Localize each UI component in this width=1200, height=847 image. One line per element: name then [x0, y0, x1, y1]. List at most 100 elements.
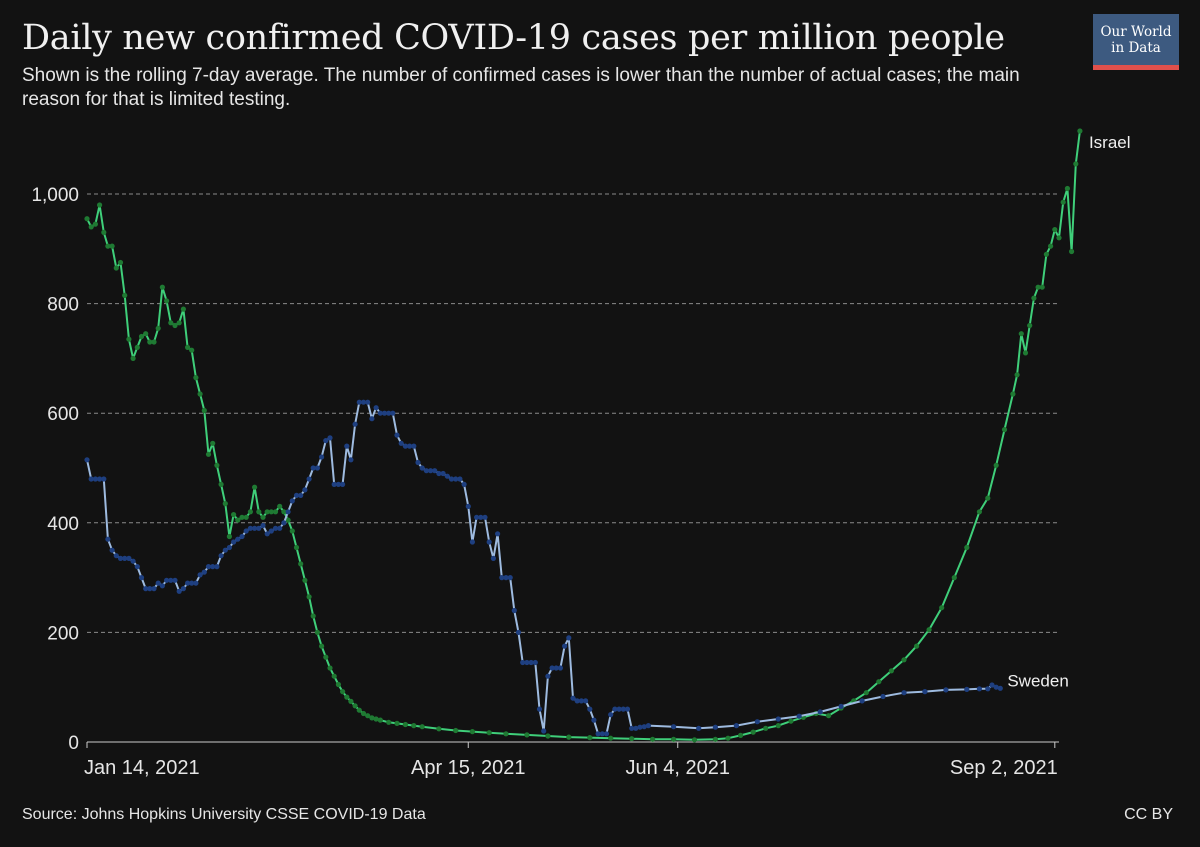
data-point-sweden: [281, 520, 287, 526]
data-point-sweden: [976, 686, 983, 692]
data-point-israel: [101, 229, 107, 235]
data-point-israel: [671, 736, 677, 742]
data-point-israel: [1048, 243, 1054, 249]
data-point-sweden: [352, 421, 358, 427]
data-point-sweden: [247, 525, 253, 531]
owid-logo[interactable]: Our World in Data: [1093, 14, 1179, 70]
data-point-sweden: [97, 476, 103, 482]
data-point-israel: [319, 643, 325, 649]
data-point-sweden: [482, 514, 488, 520]
logo-line-1: Our World: [1100, 24, 1172, 40]
data-point-israel: [775, 723, 781, 729]
data-point-sweden: [214, 564, 220, 570]
data-point-sweden: [356, 399, 362, 405]
data-point-sweden: [922, 689, 928, 695]
data-point-sweden: [566, 635, 572, 641]
source-note: Source: Johns Hopkins University CSSE CO…: [22, 806, 426, 823]
data-point-sweden: [92, 476, 98, 482]
data-point-sweden: [557, 665, 564, 671]
license-link[interactable]: CC BY: [1124, 806, 1173, 823]
data-point-israel: [222, 501, 228, 507]
data-point-israel: [524, 732, 530, 738]
x-tick-label: Sep 2, 2021: [950, 757, 1058, 779]
data-point-israel: [1010, 391, 1016, 397]
y-axis-ticks: 0 200 400 600 800 1,000: [31, 185, 79, 754]
data-point-sweden: [507, 575, 513, 581]
y-tick-label: 600: [47, 404, 79, 425]
data-point-israel: [168, 320, 174, 326]
data-point-sweden: [285, 509, 291, 515]
data-point-israel: [650, 736, 656, 742]
data-point-sweden: [117, 555, 124, 562]
data-point-sweden: [402, 443, 408, 449]
data-point-israel: [939, 605, 945, 611]
data-point-israel: [155, 325, 161, 331]
data-point-sweden: [340, 481, 346, 487]
data-point-sweden: [138, 575, 145, 581]
data-point-israel: [226, 533, 232, 540]
data-point-sweden: [754, 719, 760, 725]
data-point-israel: [147, 339, 153, 345]
data-point-israel: [84, 216, 90, 222]
data-point-sweden: [495, 531, 501, 537]
data-point-sweden: [562, 643, 568, 649]
data-point-sweden: [390, 410, 396, 416]
data-point-israel: [1031, 295, 1037, 301]
data-point-israel: [964, 544, 970, 551]
data-point-sweden: [453, 476, 459, 482]
data-point-israel: [197, 391, 203, 397]
data-point-israel: [260, 514, 266, 520]
data-point-israel: [323, 654, 329, 660]
data-point-sweden: [599, 731, 605, 737]
data-point-sweden: [943, 687, 949, 693]
data-point-sweden: [775, 716, 781, 722]
data-point-sweden: [360, 399, 367, 405]
x-tick-label: Jun 4, 2021: [625, 757, 730, 779]
series-sweden[interactable]: [84, 399, 1003, 737]
data-point-sweden: [486, 539, 492, 545]
data-point-israel: [1073, 161, 1079, 167]
data-point-israel: [143, 331, 149, 337]
data-point-israel: [1060, 199, 1066, 205]
data-point-sweden: [503, 575, 509, 581]
data-point-israel: [256, 509, 262, 515]
data-point-israel: [109, 243, 115, 249]
data-point-israel: [138, 333, 145, 340]
data-point-sweden: [436, 470, 442, 477]
y-tick-label: 400: [47, 514, 79, 535]
data-point-sweden: [608, 712, 614, 718]
data-point-israel: [486, 730, 492, 736]
data-point-sweden: [587, 706, 593, 712]
data-point-israel: [914, 643, 920, 649]
data-point-sweden: [381, 410, 388, 416]
data-point-sweden: [432, 468, 438, 474]
data-point-sweden: [113, 553, 119, 559]
data-point-sweden: [101, 476, 107, 482]
data-point-sweden: [616, 706, 622, 712]
grid-lines: [87, 193, 1059, 633]
data-point-sweden: [796, 713, 802, 719]
data-point-sweden: [310, 465, 316, 471]
data-point-sweden: [528, 659, 534, 666]
data-point-sweden: [302, 487, 308, 493]
data-point-israel: [788, 718, 794, 724]
data-point-israel: [1043, 251, 1049, 257]
data-point-sweden: [252, 525, 258, 531]
y-tick-label: 1,000: [31, 185, 79, 206]
data-point-sweden: [549, 665, 555, 671]
data-point-israel: [172, 322, 178, 329]
data-point-sweden: [620, 706, 626, 712]
data-point-sweden: [465, 503, 471, 509]
data-point-sweden: [143, 586, 149, 592]
data-point-israel: [901, 657, 907, 663]
data-point-sweden: [641, 724, 647, 730]
data-point-israel: [210, 440, 216, 446]
data-point-sweden: [180, 586, 186, 592]
data-point-israel: [205, 451, 212, 457]
series-label-sweden: Sweden: [1007, 671, 1068, 690]
data-point-israel: [951, 575, 957, 581]
series-line-israel: [86, 130, 1081, 741]
series-israel[interactable]: [84, 128, 1083, 743]
data-point-sweden: [197, 572, 203, 578]
x-axis: Jan 14, 2021 Apr 15, 2021 Jun 4, 2021 Sep 2…: [84, 741, 1059, 779]
